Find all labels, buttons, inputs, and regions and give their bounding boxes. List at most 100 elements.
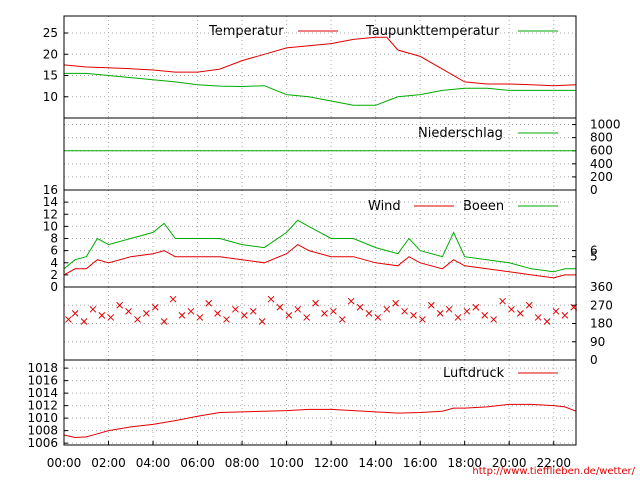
y-tick-label: 1018: [27, 361, 58, 375]
x-tick-label: 06:00: [180, 456, 215, 470]
wind-direction-point: [481, 312, 489, 319]
wind-direction-point: [419, 316, 426, 323]
wind-direction-point: [454, 314, 462, 321]
y-tick-label: 1010: [27, 411, 58, 425]
y2-tick-label: 90: [590, 335, 605, 349]
y-tick-label: 0: [50, 280, 58, 294]
wind-direction-point: [125, 307, 132, 315]
y-tick-label: 20: [43, 47, 58, 61]
wind-direction-point: [516, 310, 524, 317]
wind-direction-point: [258, 318, 266, 325]
y-tick-label: 1006: [27, 436, 58, 450]
wind-direction-point: [508, 305, 515, 313]
wind-direction-point: [463, 307, 471, 315]
wind-direction-point: [89, 305, 97, 313]
y2-tick-label: 200: [590, 170, 613, 184]
y2-tick-label: 600: [590, 144, 613, 158]
legend-luftdruck: Luftdruck: [443, 366, 505, 381]
wind-direction-point: [490, 316, 497, 323]
wind-direction-point: [134, 316, 141, 323]
x-tick-label: 22:00: [536, 456, 571, 470]
x-tick-label: 12:00: [314, 456, 349, 470]
legend-taupunkt: Taupunkttemperatur: [365, 24, 500, 39]
wind-direction-point: [143, 310, 150, 317]
x-tick-label: 16:00: [403, 456, 438, 470]
wind-direction-point: [321, 310, 328, 317]
y-tick-label: 4: [50, 256, 58, 270]
wind-direction-point: [365, 310, 373, 317]
wind-direction-point: [240, 312, 248, 319]
y2-tick-label: 270: [590, 298, 613, 312]
y2-tick-label: 800: [590, 131, 613, 145]
x-tick-label: 20:00: [492, 456, 527, 470]
y-tick-label: 25: [43, 26, 58, 40]
wind-direction-point: [267, 295, 275, 303]
y-tick-label: 10: [43, 219, 58, 233]
x-tick-label: 04:00: [136, 456, 171, 470]
wind-direction-point: [445, 305, 453, 313]
wind-direction-point: [205, 299, 213, 307]
wind-direction-point: [107, 314, 115, 321]
x-tick-label: 10:00: [269, 456, 304, 470]
wind-direction-point: [151, 303, 159, 311]
wind-direction-point: [98, 312, 106, 319]
series-line-wind: [63, 244, 576, 279]
wind-direction-point: [401, 307, 408, 315]
wind-direction-point: [427, 301, 435, 309]
wind-direction-point: [223, 316, 230, 323]
wind-direction-point: [285, 312, 293, 319]
wind-direction-point: [249, 307, 257, 315]
legend-boeen: Boeen: [463, 199, 504, 214]
wind-direction-point: [160, 318, 168, 325]
wind-direction-point: [552, 307, 560, 315]
wind-direction-point: [374, 314, 382, 321]
y2-tick-label: 400: [590, 157, 613, 171]
series-line-luftdruck: [63, 403, 577, 439]
y2-tick-label: 1000: [590, 118, 621, 132]
y-tick-label: 10: [43, 90, 58, 104]
series-line-boeen: [63, 219, 576, 273]
wind-direction-point: [410, 312, 417, 319]
wind-direction-point: [312, 299, 319, 307]
wind-direction-point: [330, 307, 337, 315]
legend-niederschlag: Niederschlag: [418, 126, 503, 141]
wind-direction-point: [347, 297, 355, 305]
wind-direction-point: [436, 310, 444, 317]
wind-direction-point: [214, 310, 221, 317]
panel-frame: [63, 359, 577, 446]
x-tick-label: 08:00: [225, 456, 260, 470]
wind-direction-point: [383, 305, 391, 313]
wind-direction-point: [80, 318, 88, 325]
y-tick-label: 8: [50, 232, 58, 246]
y-tick-label: 2: [50, 268, 58, 282]
wind-direction-point: [71, 310, 79, 317]
y2-tick-label: 0: [590, 353, 598, 367]
wind-direction-point: [196, 314, 204, 321]
wind-direction-point: [303, 314, 310, 321]
y-tick-label: 1012: [27, 399, 58, 413]
x-tick-label: 02:00: [91, 456, 126, 470]
y2-tick-label: 6: [590, 244, 598, 258]
y-tick-label: 1008: [27, 424, 58, 438]
wind-direction-point: [338, 316, 346, 323]
legend-temperatur: Temperatur: [208, 24, 284, 39]
footer-url: http://www.tiefflieben.de/wetter/: [472, 466, 635, 477]
wind-direction-point: [534, 314, 542, 321]
wind-direction-point: [169, 295, 177, 303]
y-tick-label: 12: [43, 207, 58, 221]
wind-direction-point: [499, 297, 506, 305]
wind-direction-point: [187, 307, 195, 315]
wind-direction-point: [65, 316, 72, 323]
y2-tick-label: 5: [590, 250, 598, 264]
y2-tick-label: 0: [590, 183, 598, 197]
y2-tick-label: 360: [590, 280, 613, 294]
x-tick-label: 18:00: [447, 456, 482, 470]
legend-wind: Wind: [368, 199, 401, 214]
wind-direction-point: [561, 312, 569, 319]
y-tick-label: 1014: [27, 386, 58, 400]
wind-direction-point: [232, 305, 239, 313]
wind-direction-point: [392, 299, 400, 307]
wind-direction-point: [276, 303, 284, 311]
wind-direction-point: [294, 305, 302, 313]
